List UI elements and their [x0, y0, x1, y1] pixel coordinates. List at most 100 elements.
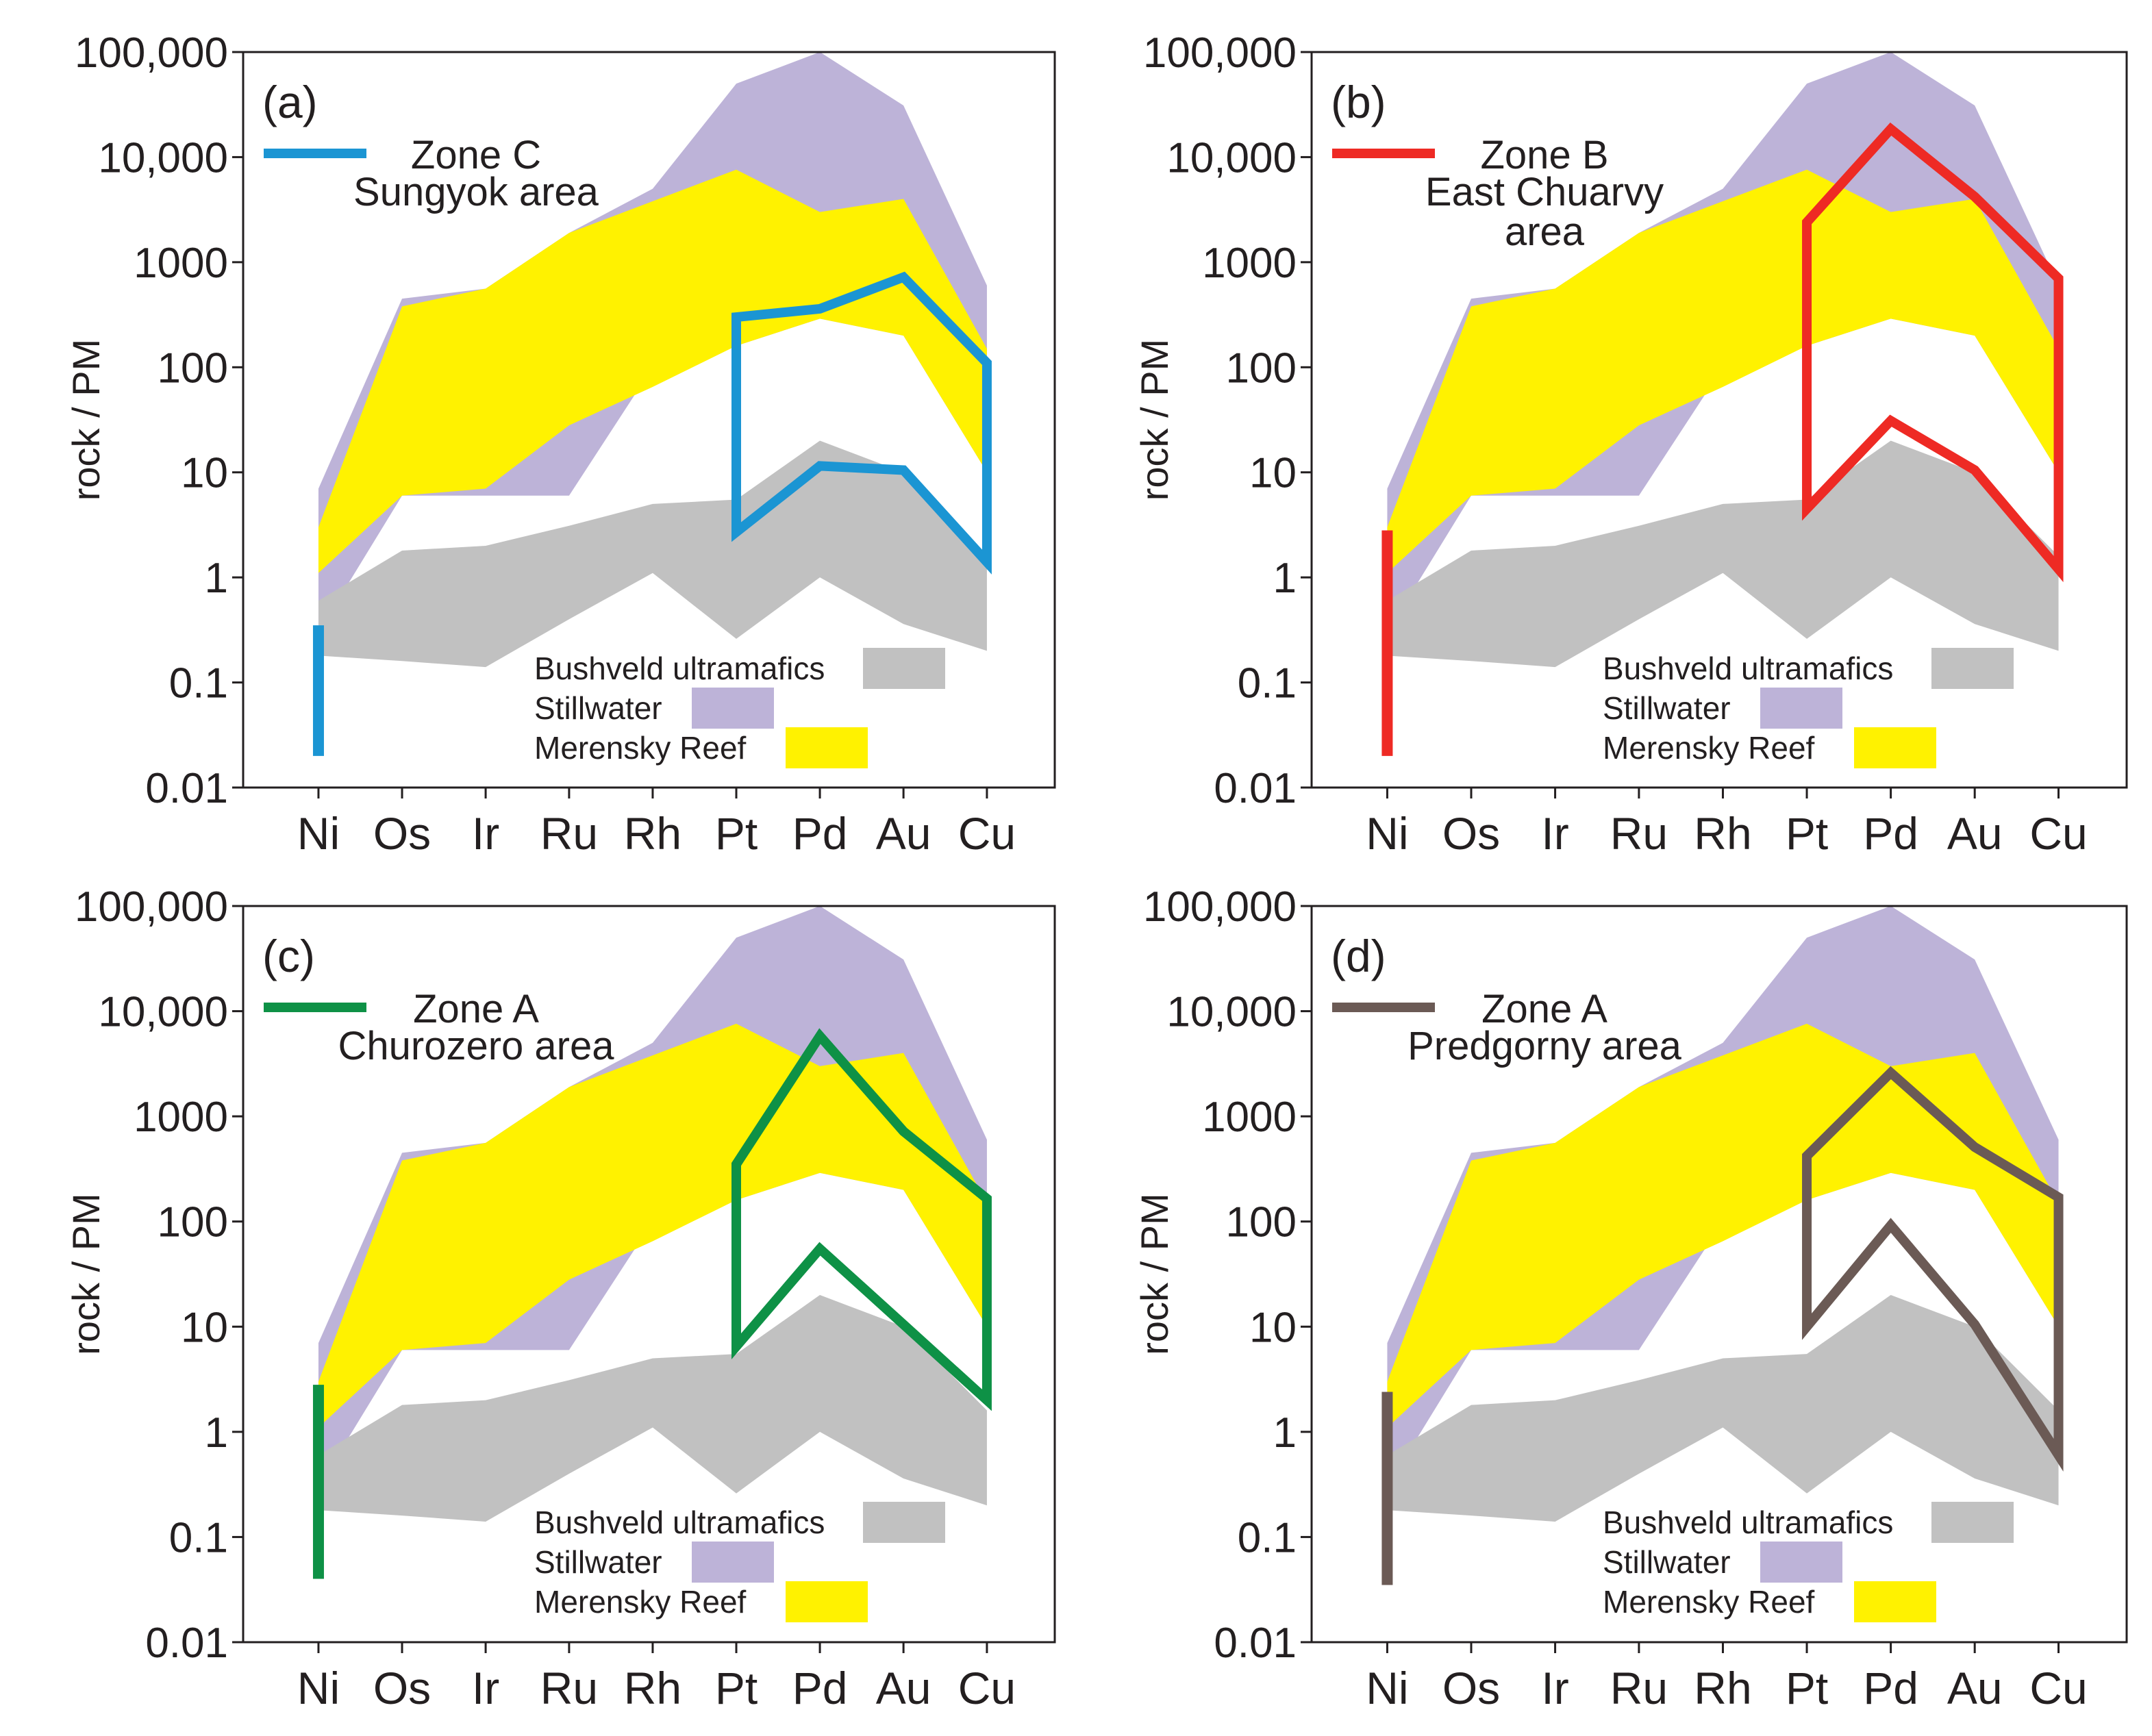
y-tick-label: 0.01: [1214, 765, 1297, 812]
x-tick-label: Pt: [1786, 808, 1828, 859]
panel-b: 0.01 0.1 1 10 100 1000 10,000 100,000 Ni Os Ir Ru Rh…: [1133, 29, 2128, 859]
y-tick-label: 100,000: [75, 883, 228, 931]
x-tick-label: Ru: [1610, 808, 1668, 859]
bushveld-legend-label: Bushveld ultramafics: [1603, 651, 1893, 686]
bushveld-legend-label: Bushveld ultramafics: [1603, 1505, 1893, 1540]
x-tick-label: Os: [1442, 1663, 1500, 1713]
zone-pattern: [1381, 1066, 2064, 1585]
zone-pattern: [1381, 122, 2064, 756]
y-tick-label: 1000: [1202, 1094, 1297, 1141]
panel-label: (c): [262, 931, 315, 981]
x-tick-label: Ni: [297, 1663, 340, 1713]
plot-area: [312, 906, 992, 1579]
y-tick-label: 0.01: [1214, 1620, 1297, 1667]
x-tick-label: Rh: [1694, 1663, 1751, 1713]
merensky-legend-swatch: [1854, 727, 1936, 768]
stillwater-legend-label: Stillwater: [1603, 690, 1731, 726]
stillwater-legend-swatch: [692, 1542, 774, 1583]
panel-label: (a): [262, 77, 318, 127]
y-tick-label: 1: [1273, 555, 1297, 602]
y-tick-label: 10: [181, 1304, 228, 1351]
merensky-legend-swatch: [786, 1581, 868, 1622]
y-tick-label: 1000: [134, 240, 228, 287]
y-axis-label: rock / PM: [1133, 339, 1176, 501]
zone-legend-area: Predgorny area: [1407, 1024, 1682, 1068]
x-tick-label: Pt: [1786, 1663, 1828, 1713]
panel-label: (b): [1331, 77, 1386, 127]
bushveld-legend-swatch: [1931, 1502, 2014, 1543]
stillwater-legend-swatch: [1760, 1542, 1842, 1583]
merensky-band: [1387, 1023, 2059, 1428]
y-tick-label: 10: [181, 450, 228, 497]
zone-legend-name: Zone C: [411, 133, 541, 177]
y-tick-label: 100,000: [1143, 29, 1297, 77]
x-tick-label: Pt: [715, 808, 758, 859]
merensky-legend-label: Merensky Reef: [534, 730, 747, 766]
merensky-band: [318, 1023, 987, 1428]
x-tick-label: Pt: [715, 1663, 758, 1713]
x-tick-label: Os: [373, 808, 431, 859]
merensky-band: [1387, 169, 2059, 573]
y-tick-label: 0.01: [145, 1620, 228, 1667]
bushveld-legend-swatch: [863, 1502, 945, 1543]
merensky-band: [318, 169, 987, 573]
plot-frame: [242, 51, 1056, 789]
bushveld-band: [1387, 440, 2059, 668]
x-tick-label: Rh: [1694, 808, 1751, 859]
x-tick-label: Os: [373, 1663, 431, 1713]
plot-frame: [242, 905, 1056, 1644]
bushveld-legend-label: Bushveld ultramafics: [534, 651, 825, 686]
zone-legend-name: Zone A: [413, 987, 539, 1031]
merensky-legend-label: Merensky Reef: [534, 1584, 747, 1620]
stillwater-legend-swatch: [692, 688, 774, 729]
bushveld-band: [1387, 1295, 2059, 1522]
y-tick-label: 10,000: [98, 989, 228, 1036]
x-tick-label: Pd: [1863, 1663, 1918, 1713]
x-tick-label: Ir: [472, 808, 499, 859]
x-tick-label: Pd: [1863, 808, 1918, 859]
zone-envelope: [731, 1028, 992, 1411]
plot-area: [1381, 52, 2064, 756]
y-axis-label: rock / PM: [64, 339, 108, 501]
panel-d: 0.01 0.1 1 10 100 1000 10,000 100,000 Ni Os Ir Ru Rh…: [1133, 883, 2128, 1713]
y-axis-label: rock / PM: [1133, 1193, 1176, 1355]
y-tick-label: 1000: [1202, 240, 1297, 287]
y-tick-label: 10,000: [1166, 989, 1297, 1036]
merensky-legend-label: Merensky Reef: [1603, 730, 1815, 766]
y-tick-label: 100: [158, 1199, 228, 1246]
zone-pattern: [312, 1028, 992, 1579]
zone-envelope: [1802, 1066, 2064, 1472]
plot-frame: [1310, 51, 2128, 789]
panel-label: (d): [1331, 931, 1386, 981]
zone-legend-name: Zone A: [1481, 987, 1607, 1031]
stillwater-legend-swatch: [1760, 688, 1842, 729]
y-tick-label: 1000: [134, 1094, 228, 1141]
plot-frame: [1310, 905, 2128, 1644]
panel-a: 0.01 0.1 1 10 100 1000 10,000 100,000 Ni Os Ir Ru Rh…: [64, 29, 1056, 859]
zone-legend-area: Churozero area: [338, 1024, 615, 1068]
y-tick-label: 0.1: [169, 660, 228, 707]
y-tick-label: 1: [205, 1409, 228, 1457]
y-tick-label: 10,000: [98, 134, 228, 181]
zone-pattern: [312, 271, 992, 756]
x-tick-label: Au: [1947, 1663, 2003, 1713]
x-tick-label: Ni: [1366, 1663, 1408, 1713]
x-tick-label: Au: [876, 808, 931, 859]
x-tick-label: Au: [876, 1663, 931, 1713]
y-tick-label: 0.1: [1238, 1514, 1297, 1561]
y-tick-label: 100,000: [1143, 883, 1297, 931]
zone-legend-area: Sungyok area: [353, 170, 599, 214]
y-tick-label: 100: [1226, 344, 1297, 392]
x-tick-label: Os: [1442, 808, 1500, 859]
x-tick-label: Ni: [1366, 808, 1408, 859]
bushveld-legend-label: Bushveld ultramafics: [534, 1505, 825, 1540]
stillwater-legend-label: Stillwater: [1603, 1544, 1731, 1580]
x-tick-label: Cu: [958, 1663, 1016, 1713]
y-tick-label: 100: [1226, 1199, 1297, 1246]
y-tick-label: 0.01: [145, 765, 228, 812]
plot-area: [312, 52, 992, 756]
x-tick-label: Ru: [540, 808, 598, 859]
y-tick-label: 10: [1249, 450, 1297, 497]
y-tick-label: 0.1: [1238, 660, 1297, 707]
